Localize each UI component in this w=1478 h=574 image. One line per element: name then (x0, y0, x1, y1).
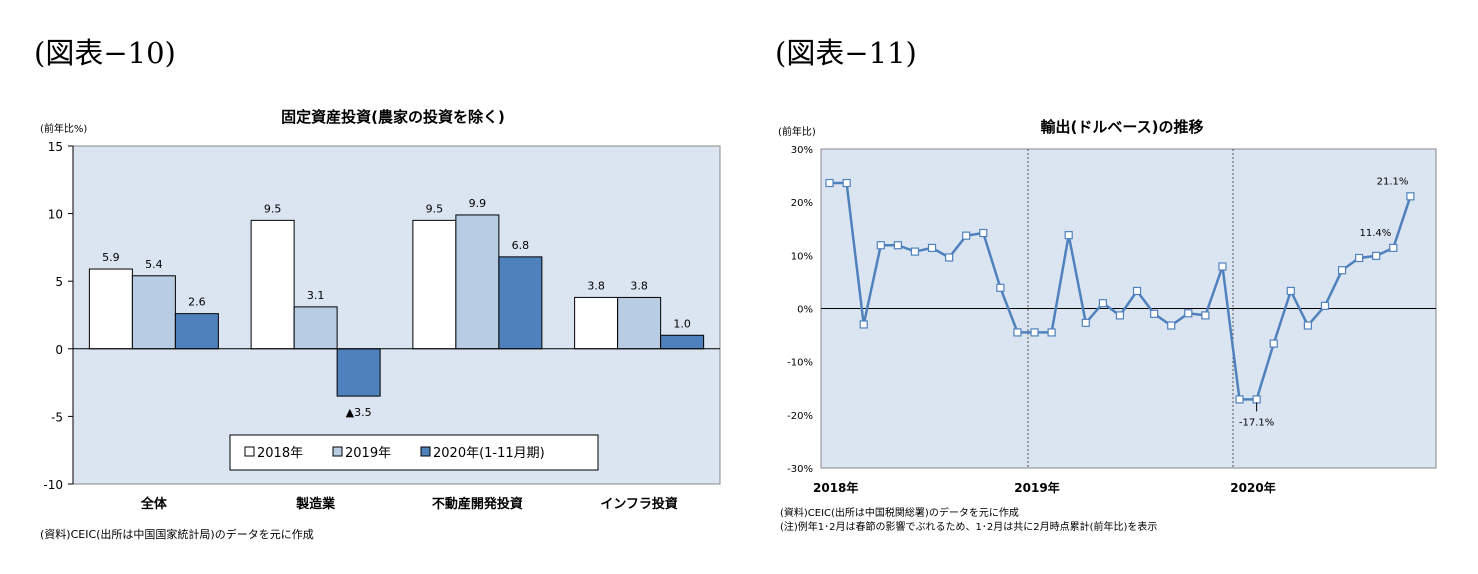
data-point (1406, 192, 1415, 201)
legend-label: 2020年(1-11月期) (433, 446, 545, 461)
data-point (1303, 321, 1312, 330)
legend-box (229, 434, 599, 471)
y-tick-label: -20% (787, 411, 813, 422)
legend-swatch (420, 446, 431, 457)
annotation-label: 11.4% (1360, 228, 1392, 239)
fixed-asset-investment-chart: 固定資産投資(農家の投資を除く) (前年比%) 15 10 5 0 -5 -10 5.9 5.4 2… (40, 108, 721, 541)
x-tick-label: 2019年 (1014, 480, 1059, 495)
bar-value-label: 9.9 (469, 197, 487, 210)
data-point (910, 247, 920, 256)
y-axis-label: (前年比) (778, 125, 816, 138)
legend-label: 2019年 (345, 446, 391, 461)
bar-インフラ投資-2018年 (574, 296, 619, 350)
y-axis-label: (前年比%) (40, 122, 87, 135)
bar-value-label: 5.9 (102, 251, 120, 264)
data-point (1201, 311, 1210, 320)
bar-インフラ投資-2019年 (617, 296, 662, 350)
annotation-label: -17.1% (1239, 417, 1274, 428)
data-point (1115, 311, 1125, 320)
bar-全体-2020年(1-11月期) (174, 313, 219, 350)
y-tick-label: 20% (791, 198, 813, 209)
chart-title: 輸出(ドルベース)の推移 (1041, 118, 1204, 136)
y-tick-label: 30% (791, 145, 813, 156)
data-point (1184, 309, 1193, 318)
data-point (945, 253, 954, 262)
data-point (979, 228, 988, 238)
figure-10-label: (図表−10) (34, 36, 176, 70)
bar-value-label: 9.5 (264, 202, 282, 215)
data-point (893, 241, 902, 250)
source-note: (資料)CEIC(出所は中国国家統計局)のデータを元に作成 (40, 527, 314, 541)
data-point (1235, 395, 1244, 404)
bar-value-label: 1.0 (673, 317, 691, 330)
y-tick-label: 10 (48, 208, 63, 222)
bar-value-label: 2.6 (188, 296, 206, 309)
legend-swatch (244, 446, 255, 457)
data-point (1337, 266, 1347, 275)
data-point (1132, 286, 1142, 296)
legend: 2018年 2019年 2020年(1-11月期) (229, 434, 599, 471)
y-tick-label: 5 (55, 275, 63, 289)
data-point (1081, 318, 1090, 327)
data-point (1269, 339, 1278, 348)
bar-value-label: 5.4 (145, 258, 163, 271)
bar-value-label: ▲3.5 (346, 406, 372, 419)
data-point (842, 178, 851, 188)
category-label: 全体 (140, 496, 168, 512)
bar-value-label: 3.1 (307, 289, 325, 302)
bar-全体-2018年 (88, 268, 133, 350)
bar-value-label: 3.8 (630, 279, 648, 292)
data-point (996, 283, 1005, 292)
bar-value-label: 6.8 (512, 239, 530, 252)
data-point (1150, 309, 1159, 318)
data-point (927, 243, 937, 252)
data-point (825, 178, 834, 188)
data-point (1013, 328, 1022, 337)
category-label: 製造業 (295, 496, 336, 512)
bar-不動産開発投資-2019年 (455, 214, 500, 350)
data-point (1167, 321, 1176, 330)
y-tick-label: 0 (55, 343, 63, 357)
data-point (1389, 243, 1398, 252)
y-tick-label: -5 (51, 410, 63, 424)
data-point (1064, 231, 1073, 240)
data-point (859, 320, 868, 329)
bar-不動産開発投資-2020年(1-11月期) (498, 256, 543, 350)
x-tick-label: 2018年 (813, 480, 858, 495)
legend-swatch (332, 446, 343, 457)
data-point (1286, 286, 1295, 296)
data-point (962, 231, 971, 240)
data-point (1320, 301, 1330, 310)
y-tick-label: 10% (791, 251, 813, 262)
footnote: (注)例年1･2月は春節の影響でぶれるため、1･2月は共に2月時点累計(前年比)… (780, 520, 1157, 533)
data-point (1218, 262, 1227, 271)
figure-11-label: (図表−11) (775, 36, 917, 70)
category-label: 不動産開発投資 (432, 496, 523, 512)
bar-製造業-2020年(1-11月期) (336, 348, 381, 397)
data-point (876, 241, 885, 250)
y-tick-label: 0% (797, 305, 813, 316)
legend-label: 2018年 (257, 446, 303, 461)
y-tick-label: -10 (43, 478, 63, 492)
bar-value-label: 9.5 (426, 202, 444, 215)
bar-value-label: 3.8 (587, 279, 605, 292)
data-point (1047, 328, 1056, 337)
data-point (1252, 395, 1261, 404)
y-tick-label: -10% (787, 358, 813, 369)
bar-製造業-2019年 (293, 306, 338, 350)
data-point (1030, 328, 1039, 337)
annotation-label: 21.1% (1377, 176, 1409, 187)
data-point (1355, 253, 1364, 263)
data-point (1098, 299, 1107, 308)
category-label: インフラ投資 (600, 496, 678, 512)
data-point (1372, 251, 1381, 260)
x-tick-label: 2020年 (1230, 480, 1275, 495)
source-note: (資料)CEIC(出所は中国税関総署)のデータを元に作成 (780, 506, 1019, 519)
bar-全体-2019年 (131, 275, 176, 350)
y-tick-label: -30% (787, 464, 813, 475)
y-tick-label: 15 (48, 140, 63, 154)
chart-title: 固定資産投資(農家の投資を除く) (281, 108, 505, 126)
